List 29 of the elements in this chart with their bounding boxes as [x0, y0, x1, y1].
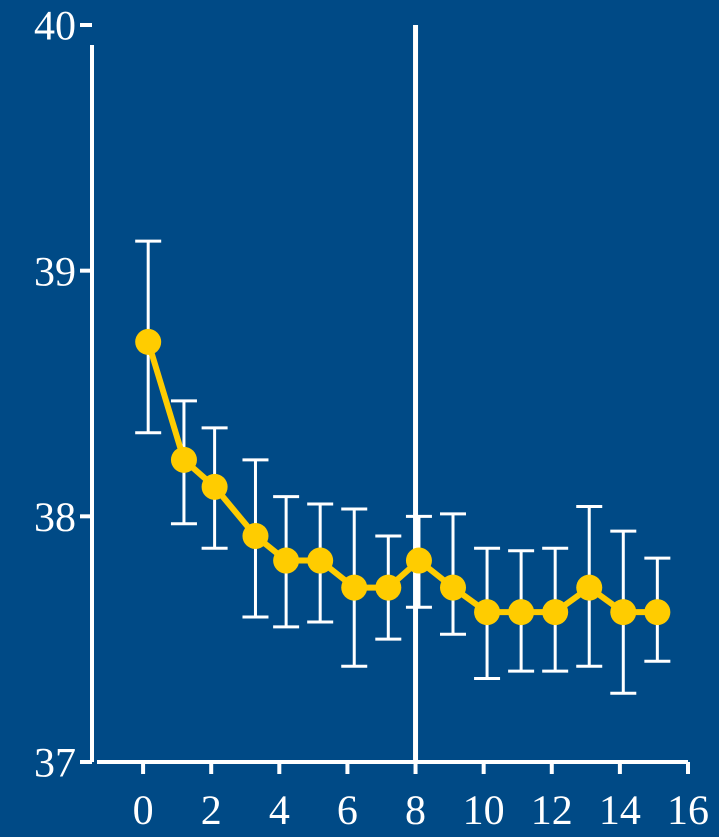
- point: [242, 522, 268, 549]
- point: [440, 574, 466, 601]
- point: [375, 574, 402, 601]
- point: [542, 599, 568, 626]
- y-tick-label: 37: [34, 740, 76, 787]
- point: [576, 574, 602, 601]
- x-tick-label: 4: [268, 788, 290, 834]
- point: [341, 574, 368, 601]
- point: [644, 599, 670, 626]
- point: [273, 548, 300, 574]
- point: [610, 599, 636, 626]
- x-tick-label: 6: [336, 788, 358, 834]
- x-tick-label: 14: [598, 788, 641, 834]
- point: [170, 446, 197, 473]
- x-tick-label: 10: [462, 788, 505, 834]
- x-tick-label: 0: [132, 788, 154, 834]
- x-tick-label: 8: [405, 788, 426, 834]
- point: [406, 548, 432, 574]
- point: [307, 548, 334, 574]
- y-tick-label: 38: [34, 495, 76, 542]
- x-tick-label: 16: [667, 788, 709, 834]
- point: [474, 599, 500, 626]
- x-tick-label: 2: [200, 788, 222, 834]
- y-tick-label: 39: [34, 249, 76, 296]
- point: [135, 328, 162, 355]
- point: [202, 474, 228, 500]
- y-tick-label: 40: [34, 4, 76, 50]
- x-tick-label: 12: [530, 788, 573, 834]
- point: [508, 599, 534, 626]
